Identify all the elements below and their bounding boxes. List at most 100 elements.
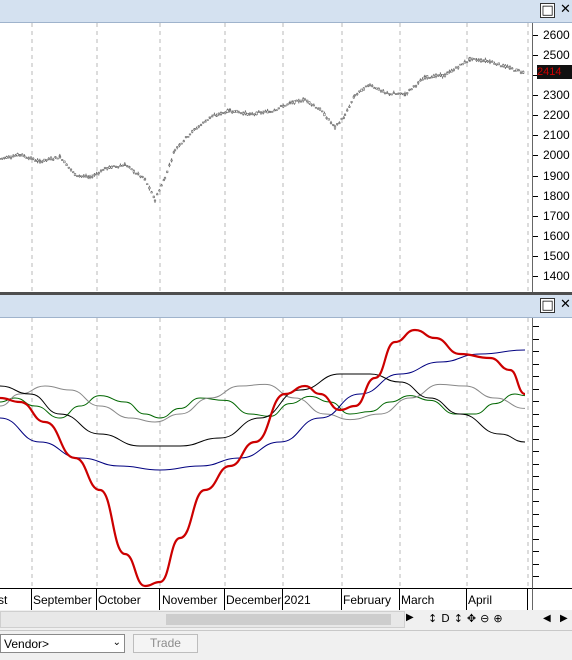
pane-separator[interactable] xyxy=(0,292,572,295)
price-chart[interactable] xyxy=(0,23,532,292)
month-tick-mark xyxy=(31,589,32,611)
price-candle xyxy=(475,59,478,62)
price-candle xyxy=(348,106,351,108)
month-label: February xyxy=(343,593,392,607)
price-candle xyxy=(266,110,269,114)
price-candle xyxy=(130,168,133,171)
price-candle xyxy=(367,84,370,87)
price-candle xyxy=(95,173,98,175)
price-candle xyxy=(259,111,263,114)
price-candle xyxy=(3,157,6,159)
price-candle xyxy=(394,93,398,95)
price-candle xyxy=(119,164,122,167)
price-candle xyxy=(78,175,81,177)
draw-icon[interactable]: D xyxy=(441,612,454,625)
price-candle xyxy=(482,60,485,63)
price-candle xyxy=(215,115,218,117)
price-candle xyxy=(178,144,181,147)
horizontal-scrollbar[interactable] xyxy=(0,611,405,628)
price-tick-label: 1800 xyxy=(543,188,570,203)
scroll-right-end-icon[interactable]: ▶ xyxy=(560,613,568,624)
price-candle xyxy=(358,90,361,93)
price-tick-label: 1600 xyxy=(543,228,570,243)
price-candle xyxy=(88,175,92,178)
scroll-right-icon[interactable]: ▶ xyxy=(406,612,414,623)
month-tick-mark xyxy=(399,589,400,611)
price-pane-titlebar: □ ✕ xyxy=(0,0,572,23)
price-candle xyxy=(277,107,280,110)
indicator-tick-mark xyxy=(533,338,539,340)
price-tick-label: 2000 xyxy=(543,148,570,163)
price-candle xyxy=(443,74,447,77)
price-candle xyxy=(310,103,313,106)
price-tick-label: 2500 xyxy=(543,48,570,63)
indicator-chart[interactable] xyxy=(0,318,532,588)
price-candle xyxy=(222,112,225,114)
price-candle xyxy=(382,90,385,93)
maximize-icon[interactable]: □ xyxy=(540,3,555,18)
close-icon[interactable]: ✕ xyxy=(560,297,571,312)
last-price-marker: 2414 xyxy=(537,65,572,80)
month-tick-mark xyxy=(282,589,283,611)
price-candle xyxy=(343,114,347,116)
price-candle xyxy=(121,164,124,167)
price-candle xyxy=(182,140,185,143)
scroll-left-icon[interactable]: ◀ xyxy=(543,613,551,624)
price-candle xyxy=(32,157,35,160)
price-candle xyxy=(268,111,272,114)
vertical-move-icon[interactable]: ↕ xyxy=(453,612,467,625)
price-candle xyxy=(488,60,492,63)
price-candle xyxy=(128,166,131,168)
price-candle xyxy=(321,110,324,113)
price-candle xyxy=(69,168,73,171)
price-candle xyxy=(360,88,363,92)
price-tick-label: 2100 xyxy=(543,128,570,143)
zoom-out-icon[interactable]: ⊖ xyxy=(480,612,494,625)
price-candle xyxy=(262,111,265,114)
scrollbar-thumb[interactable] xyxy=(166,614,391,625)
trade-button[interactable]: Trade xyxy=(133,634,198,653)
axis-corner xyxy=(532,588,572,611)
price-tick-mark xyxy=(533,275,538,277)
price-candle xyxy=(206,119,209,121)
price-candle xyxy=(158,189,161,192)
price-candle xyxy=(170,159,173,162)
price-tick-label: 1500 xyxy=(543,248,570,263)
maximize-icon[interactable]: □ xyxy=(540,298,555,313)
price-candle xyxy=(152,195,155,198)
price-candle xyxy=(166,170,169,173)
month-label: 2021 xyxy=(284,593,311,607)
price-candle xyxy=(414,85,418,87)
price-candle xyxy=(87,176,90,178)
indicator-tick-mark xyxy=(533,363,539,365)
price-candle xyxy=(23,155,26,158)
price-candle xyxy=(390,93,393,96)
vertical-resize-icon[interactable]: ↕ xyxy=(428,612,442,625)
price-candle xyxy=(213,114,216,116)
price-candle xyxy=(199,124,203,126)
price-tick-label: 2300 xyxy=(543,88,570,103)
price-candle xyxy=(143,178,147,180)
price-candle xyxy=(25,157,28,159)
price-candle xyxy=(401,92,404,95)
price-candle xyxy=(82,175,85,178)
indicator-tick-mark xyxy=(533,388,539,390)
price-candle xyxy=(342,117,345,119)
price-candle xyxy=(41,160,44,163)
price-candle xyxy=(484,59,487,62)
price-candle xyxy=(14,154,17,157)
price-tick-mark xyxy=(533,35,538,37)
price-candle xyxy=(323,112,326,117)
indicator-tick-mark xyxy=(533,576,539,577)
indicator-tick-mark xyxy=(533,438,539,440)
zoom-in-icon[interactable]: ⊕ xyxy=(493,612,507,625)
price-candle xyxy=(284,104,287,107)
time-axis: st September October November December 2021 Fe… xyxy=(0,588,532,611)
move-icon[interactable]: ✥ xyxy=(466,612,481,625)
price-candle xyxy=(434,74,438,77)
close-icon[interactable]: ✕ xyxy=(560,2,571,17)
indicator-tick-mark xyxy=(533,463,539,465)
price-candle xyxy=(271,111,274,113)
price-candle xyxy=(153,199,157,202)
vendor-select[interactable]: Vendor> ⌄ xyxy=(0,634,125,653)
